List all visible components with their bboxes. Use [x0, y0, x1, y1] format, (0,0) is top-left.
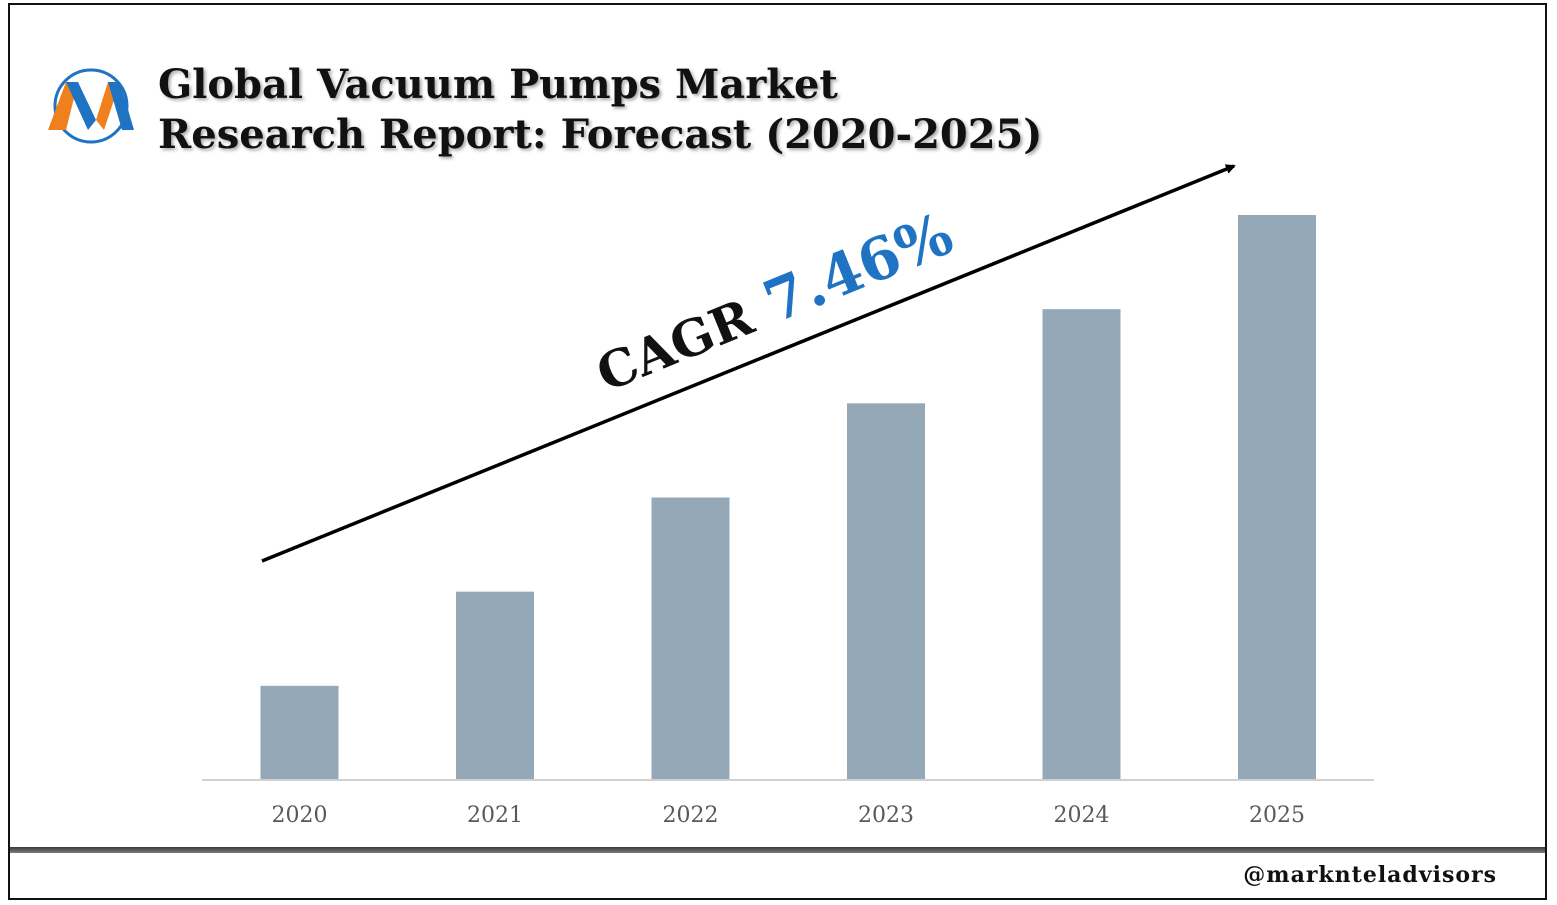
- footer-divider: [10, 847, 1545, 853]
- bar-2021: [456, 591, 534, 780]
- bar-2020: [260, 685, 339, 780]
- bar-2025: [1238, 215, 1316, 780]
- x-tick-label-2024: 2024: [1054, 803, 1110, 828]
- bar-series: [260, 215, 1316, 780]
- cagr-value: 7.46%: [754, 200, 962, 337]
- cagr-annotation: CAGR 7.46%: [586, 200, 962, 405]
- x-tick-label-2022: 2022: [663, 803, 719, 828]
- chart-title-line-2: Research Report: Forecast (2020-2025): [158, 111, 1043, 158]
- chart-title-line-1: Global Vacuum Pumps Market: [158, 61, 838, 108]
- cagr-trend-arrow: [261, 164, 1236, 563]
- x-tick-label-2020: 2020: [272, 803, 328, 828]
- marknteladvisors-m-logo-icon: [48, 68, 134, 144]
- bar-2022: [651, 497, 730, 780]
- bar-2024: [1042, 309, 1121, 780]
- x-tick-label-2025: 2025: [1249, 803, 1305, 828]
- cagr-label: CAGR: [588, 287, 761, 403]
- chart-title: Global Vacuum Pumps Market Research Repo…: [158, 60, 1042, 160]
- footer-handle: @marknteladvisors: [1243, 862, 1497, 888]
- x-axis-ticks: 2020 2021 2022 2023 2024 2025: [272, 803, 1306, 828]
- x-tick-label-2021: 2021: [467, 803, 523, 828]
- x-tick-label-2023: 2023: [858, 803, 914, 828]
- bar-2023: [847, 403, 925, 780]
